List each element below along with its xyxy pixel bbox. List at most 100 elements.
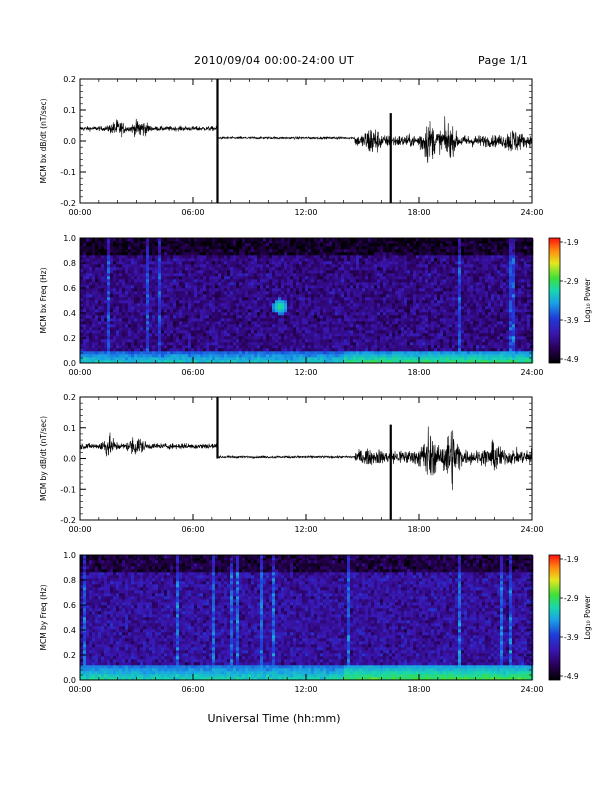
spectrogram-cell bbox=[374, 273, 378, 277]
spectrogram-cell bbox=[344, 342, 348, 346]
spectrogram-cell bbox=[80, 333, 84, 337]
spectrogram-cell bbox=[182, 238, 186, 242]
spectrogram-cell bbox=[401, 294, 405, 298]
spectrogram-cell bbox=[83, 354, 87, 358]
spectrogram-cell bbox=[326, 351, 330, 355]
spectrogram-cell bbox=[236, 318, 240, 322]
spectrogram-cell bbox=[209, 318, 213, 322]
spectrogram-cell bbox=[332, 324, 336, 328]
spectrogram-cell bbox=[356, 342, 360, 346]
spectrogram-cell bbox=[401, 291, 405, 295]
spectrogram-cell bbox=[257, 264, 261, 268]
spectrogram-cell bbox=[221, 351, 225, 355]
spectrogram-cell bbox=[95, 282, 99, 286]
spectrogram-cell bbox=[362, 360, 366, 364]
spectrogram-cell bbox=[338, 354, 342, 358]
spectrogram-cell bbox=[206, 360, 210, 364]
spectrogram-cell bbox=[143, 348, 147, 352]
spectrogram-cell bbox=[89, 345, 93, 349]
spectrogram-cell bbox=[215, 339, 219, 343]
spectrogram-cell bbox=[191, 270, 195, 274]
spectrogram-cell bbox=[359, 348, 363, 352]
spectrogram-cell bbox=[167, 336, 171, 340]
spectrogram-cell bbox=[203, 249, 207, 253]
spectrogram-cell bbox=[83, 318, 87, 322]
spectrogram-cell bbox=[326, 261, 330, 265]
spectrogram-cell bbox=[242, 288, 246, 292]
spectrogram-cell bbox=[326, 255, 330, 259]
spectrogram-cell bbox=[140, 351, 144, 355]
spectrogram-cell bbox=[212, 270, 216, 274]
spectrogram-cell bbox=[149, 273, 153, 277]
spectrogram-cell bbox=[326, 336, 330, 340]
spectrogram-cell bbox=[311, 243, 315, 247]
spectrogram-cell bbox=[104, 318, 108, 322]
spectrogram-cell bbox=[221, 240, 225, 244]
spectrogram-cell bbox=[170, 306, 174, 310]
spectrogram-cell bbox=[401, 258, 405, 262]
spectrogram-cell bbox=[341, 357, 345, 361]
spectrogram-cell bbox=[161, 345, 165, 349]
spectrogram-cell bbox=[80, 297, 84, 301]
spectrogram-cell bbox=[425, 321, 429, 325]
spectrogram-cell bbox=[314, 255, 318, 259]
spectrogram-cell bbox=[320, 324, 324, 328]
spectrogram-cell bbox=[119, 351, 123, 355]
spectrogram-cell bbox=[335, 238, 339, 242]
spectrogram-cell bbox=[182, 318, 186, 322]
spectrogram-cell bbox=[287, 342, 291, 346]
spectrogram-cell bbox=[131, 270, 135, 274]
spectrogram-cell bbox=[419, 300, 423, 304]
spectrogram-cell bbox=[347, 238, 351, 242]
spectrogram-cell bbox=[224, 267, 228, 271]
spectrogram-cell bbox=[152, 348, 156, 352]
spectrogram-cell bbox=[353, 243, 357, 247]
spectrogram-cell bbox=[281, 354, 285, 358]
spectrogram-cell bbox=[281, 276, 285, 280]
spectrogram-cell bbox=[389, 294, 393, 298]
spectrogram-cell bbox=[404, 360, 408, 364]
spectrogram-cell bbox=[293, 270, 297, 274]
spectrogram-cell bbox=[353, 327, 357, 331]
spectrogram-cell bbox=[269, 261, 273, 265]
spectrogram-cell bbox=[209, 258, 213, 262]
spectrogram-cell bbox=[317, 261, 321, 265]
spectrogram-cell bbox=[155, 318, 159, 322]
spectrogram-cell bbox=[281, 318, 285, 322]
spectrogram-cell bbox=[200, 318, 204, 322]
spectrogram-cell bbox=[317, 238, 321, 242]
spectrogram-cell bbox=[350, 291, 354, 295]
spectrogram-cell bbox=[191, 282, 195, 286]
spectrogram-cell bbox=[206, 297, 210, 301]
spectrogram-cell bbox=[338, 312, 342, 316]
spectrogram-cell bbox=[161, 309, 165, 313]
spectrogram-cell bbox=[380, 240, 384, 244]
spectrogram-cell bbox=[116, 318, 120, 322]
spectrogram-cell bbox=[194, 339, 198, 343]
spectrogram-cell bbox=[263, 330, 267, 334]
spectrogram-cell bbox=[254, 360, 258, 364]
spectrogram-cell bbox=[125, 246, 129, 250]
spectrogram-cell bbox=[236, 312, 240, 316]
spectrogram-cell bbox=[98, 255, 102, 259]
spectrogram-cell bbox=[137, 267, 141, 271]
spectrogram-cell bbox=[257, 327, 261, 331]
spectrogram-cell bbox=[182, 285, 186, 289]
spectrogram-cell bbox=[332, 351, 336, 355]
spectrogram-cell bbox=[173, 327, 177, 331]
spectrogram-cell bbox=[281, 306, 285, 310]
spectrogram-cell bbox=[260, 297, 264, 301]
spectrogram-cell bbox=[395, 270, 399, 274]
spectrogram-cell bbox=[89, 339, 93, 343]
spectrogram-cell bbox=[200, 294, 204, 298]
spectrogram-cell bbox=[413, 255, 417, 259]
spectrogram-cell bbox=[119, 357, 123, 361]
spectrogram-cell bbox=[251, 285, 255, 289]
spectrogram-cell bbox=[314, 279, 318, 283]
spectrogram-cell bbox=[275, 273, 279, 277]
spectrogram-cell bbox=[119, 327, 123, 331]
spectrogram-cell bbox=[383, 339, 387, 343]
spectrogram-cell bbox=[365, 291, 369, 295]
spectrogram-cell bbox=[146, 279, 150, 283]
spectrogram-cell bbox=[191, 279, 195, 283]
